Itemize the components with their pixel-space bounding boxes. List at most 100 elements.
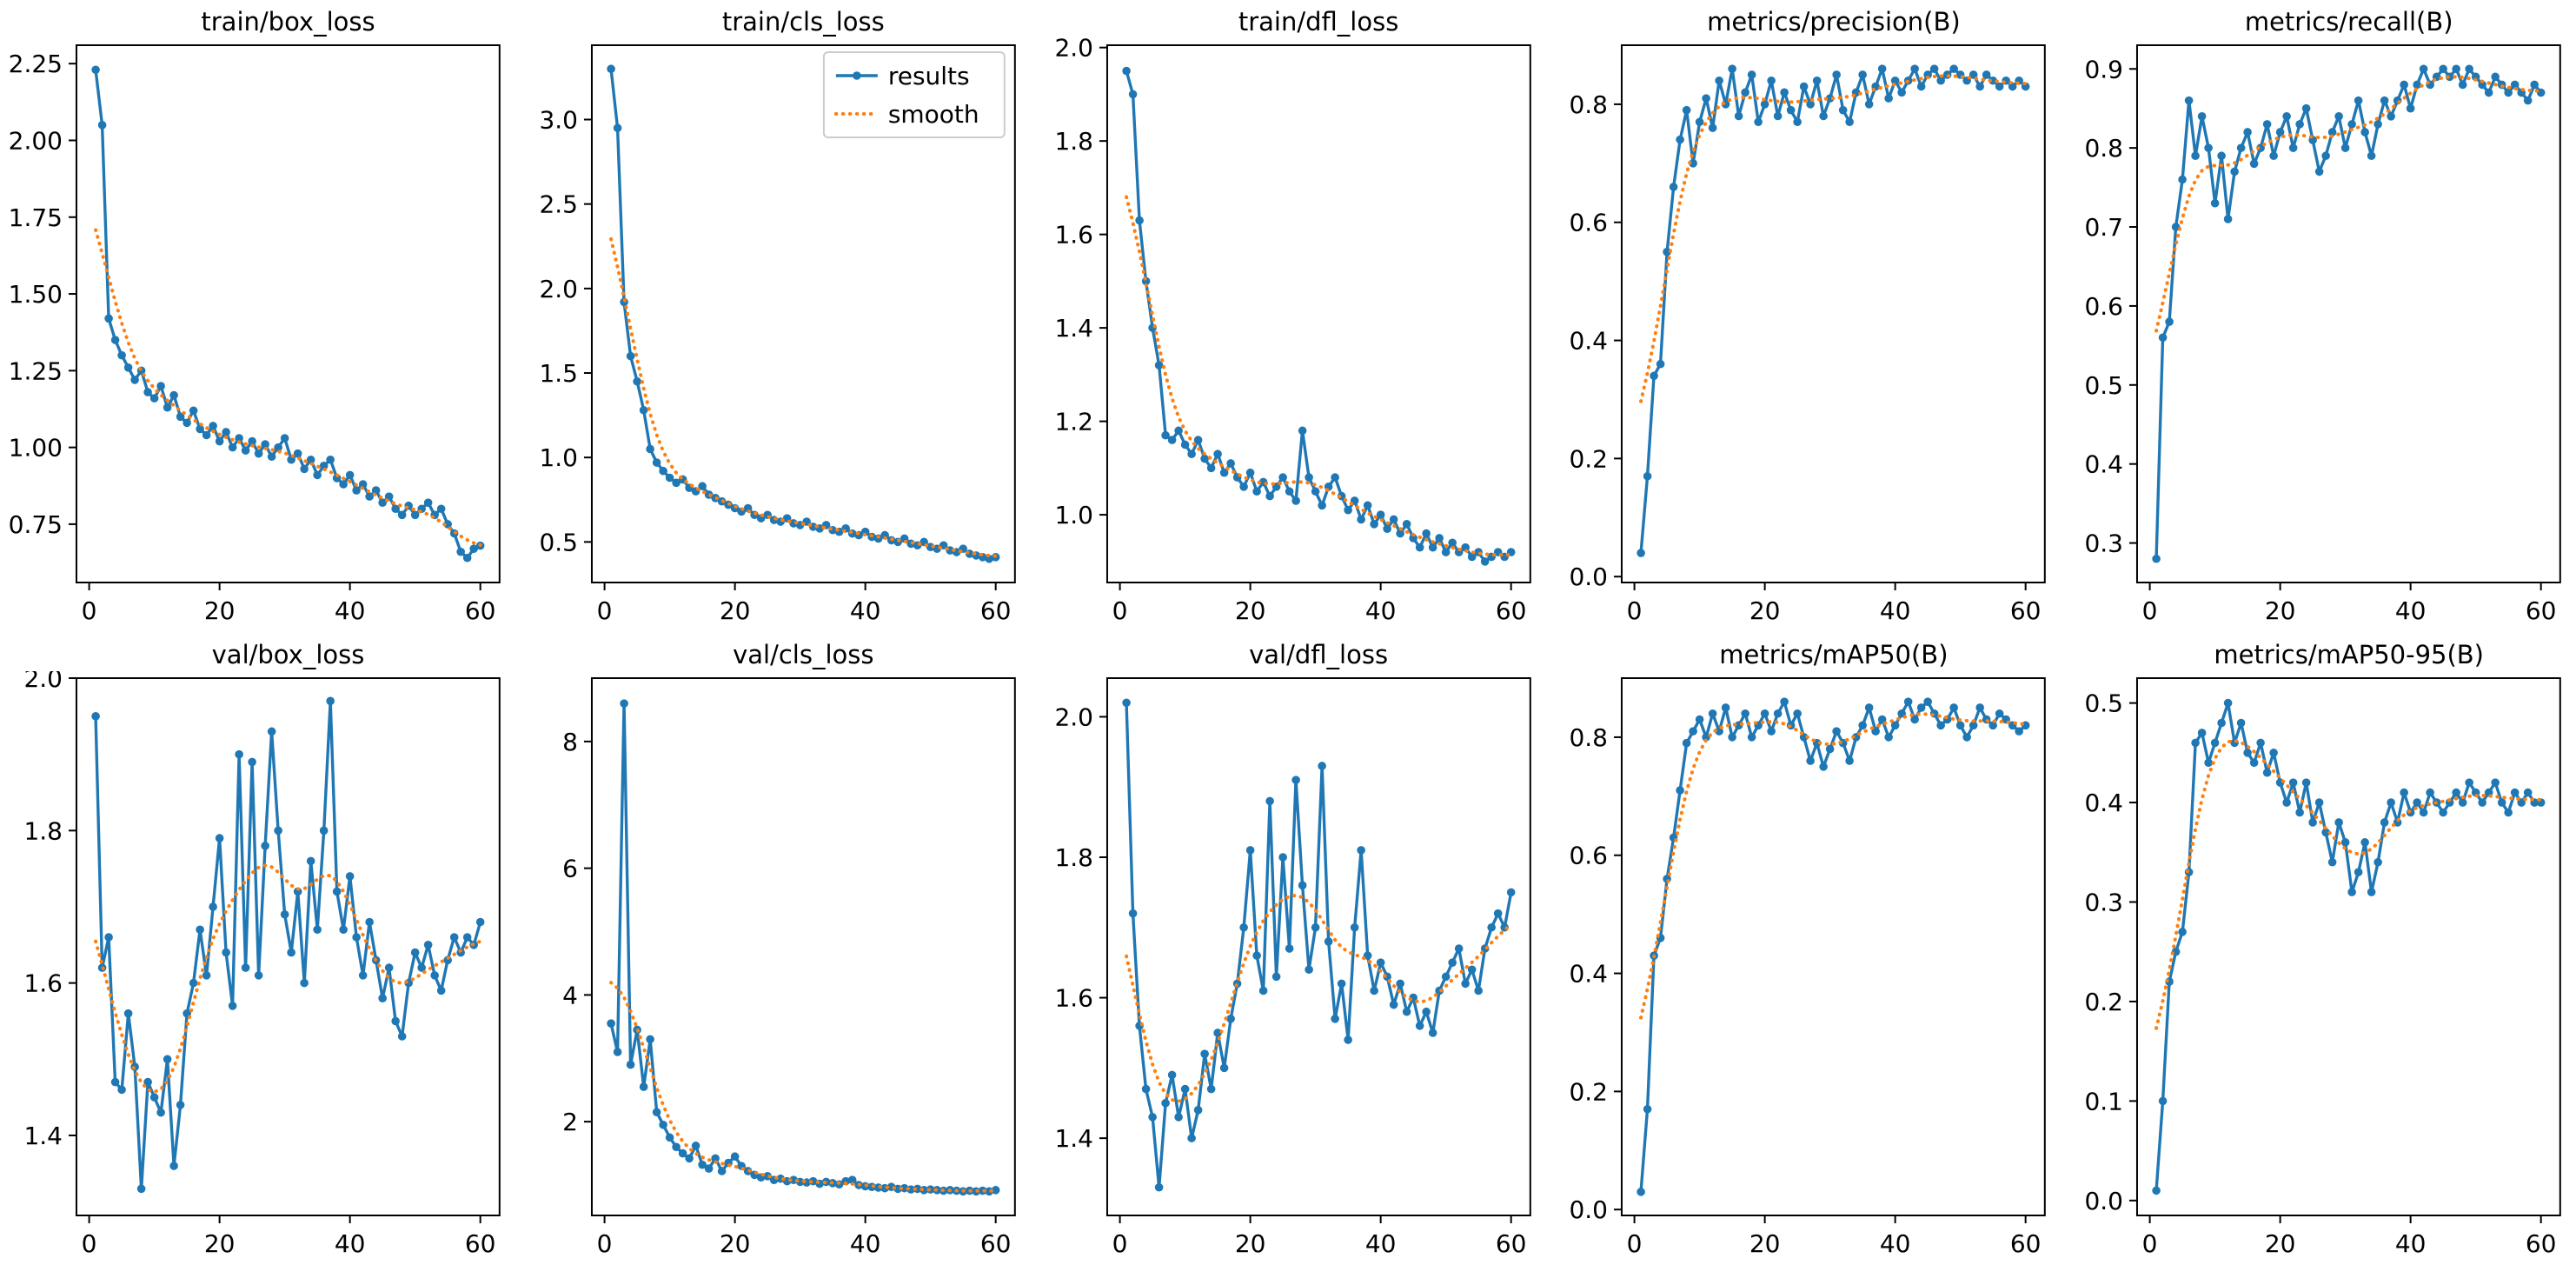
x-tick-label: 40 bbox=[1364, 596, 1396, 625]
results-marker bbox=[652, 458, 661, 467]
results-marker bbox=[1748, 70, 1756, 79]
results-marker bbox=[2413, 797, 2422, 807]
results-marker bbox=[1676, 785, 1685, 795]
results-marker bbox=[371, 486, 381, 495]
results-marker bbox=[2263, 120, 2272, 129]
results-marker bbox=[91, 711, 100, 721]
results-marker bbox=[2393, 96, 2402, 105]
results-marker bbox=[345, 871, 355, 881]
y-tick-label: 0.9 bbox=[2085, 55, 2124, 83]
results-marker bbox=[1154, 1182, 1163, 1191]
results-marker bbox=[183, 418, 191, 428]
results-marker bbox=[1389, 1000, 1398, 1009]
results-marker bbox=[261, 841, 269, 850]
results-marker bbox=[1722, 702, 1730, 712]
results-marker bbox=[1317, 501, 1326, 510]
results-marker bbox=[639, 405, 648, 415]
results-marker bbox=[1343, 1035, 1352, 1044]
results-marker bbox=[1304, 473, 1313, 482]
results-marker bbox=[326, 696, 335, 705]
legend-results-marker bbox=[852, 71, 861, 80]
results-marker bbox=[2341, 837, 2350, 847]
y-tick-label: 1.4 bbox=[23, 1121, 63, 1149]
results-marker bbox=[319, 462, 329, 470]
results-marker bbox=[123, 363, 133, 372]
results-marker bbox=[319, 826, 329, 835]
results-marker bbox=[2367, 887, 2376, 896]
results-marker bbox=[2250, 159, 2259, 169]
results-marker bbox=[2243, 748, 2253, 757]
results-marker bbox=[2295, 120, 2305, 129]
results-marker bbox=[228, 1001, 237, 1010]
results-marker bbox=[1369, 986, 1378, 995]
y-tick-label: 2.0 bbox=[23, 671, 63, 693]
results-marker bbox=[776, 1174, 785, 1183]
results-marker bbox=[1219, 1063, 1229, 1072]
y-tick-label: 8 bbox=[562, 727, 578, 756]
results-marker bbox=[235, 749, 243, 758]
smooth-line bbox=[1639, 711, 2028, 1020]
results-marker bbox=[300, 464, 309, 474]
results-marker bbox=[462, 932, 472, 942]
results-marker bbox=[893, 1184, 902, 1193]
results-marker bbox=[659, 466, 667, 476]
results-marker bbox=[2478, 797, 2487, 807]
subplot-metrics-precision: metrics/precision(B) 0.0 0.2 0.4 0.6 0.8 0 20 4… bbox=[1545, 0, 2061, 633]
y-tick-label: 1.8 bbox=[1054, 842, 1093, 871]
results-marker bbox=[1376, 510, 1385, 519]
results-marker bbox=[1988, 721, 1998, 729]
results-marker bbox=[2328, 857, 2337, 867]
results-marker bbox=[163, 403, 172, 412]
x-tick-label: 20 bbox=[204, 1228, 236, 1257]
x-tick-label: 60 bbox=[2010, 596, 2042, 625]
results-marker bbox=[1643, 471, 1652, 481]
results-marker bbox=[2347, 887, 2357, 896]
results-marker bbox=[1819, 111, 1829, 121]
results-marker bbox=[1884, 94, 1894, 103]
y-tick-label: 0.6 bbox=[2085, 292, 2124, 321]
results-marker bbox=[665, 473, 674, 483]
y-tick-label: 1.4 bbox=[1054, 1124, 1093, 1153]
results-line bbox=[94, 699, 482, 1190]
results-marker bbox=[2165, 317, 2174, 326]
results-marker bbox=[2420, 808, 2428, 816]
results-marker bbox=[1160, 430, 1170, 440]
results-marker bbox=[365, 917, 374, 926]
results-marker bbox=[1395, 529, 1404, 538]
results-marker bbox=[241, 962, 250, 972]
results-marker bbox=[2400, 80, 2409, 90]
plot-train-box-loss: 0.75 1.00 1.25 1.50 1.75 2.00 2.25 0 20 40 60 bbox=[9, 44, 501, 625]
results-marker bbox=[1447, 957, 1457, 967]
results-marker bbox=[1480, 557, 1490, 566]
chart-title: train/box_loss bbox=[201, 7, 375, 37]
results-marker bbox=[169, 390, 178, 400]
results-marker bbox=[1258, 986, 1268, 995]
results-marker bbox=[1806, 756, 1816, 765]
x-tick-label: 40 bbox=[335, 596, 366, 625]
results-marker bbox=[1923, 696, 1933, 706]
results-marker bbox=[1186, 1133, 1196, 1142]
results-marker bbox=[215, 436, 224, 446]
y-tick-label: 2.00 bbox=[9, 126, 63, 155]
results-marker bbox=[665, 1133, 674, 1142]
results-marker bbox=[1709, 123, 1717, 132]
results-marker bbox=[2230, 167, 2240, 176]
results-marker bbox=[209, 422, 217, 430]
results-marker bbox=[1858, 721, 1868, 729]
results-marker bbox=[1206, 463, 1216, 473]
results-marker bbox=[639, 1082, 648, 1091]
results-marker bbox=[397, 1031, 407, 1041]
results-marker bbox=[1793, 117, 1803, 127]
results-marker bbox=[1441, 548, 1451, 556]
results-marker bbox=[1291, 775, 1300, 784]
results-marker bbox=[1193, 1105, 1203, 1115]
results-marker bbox=[1728, 732, 1737, 742]
results-marker bbox=[1865, 702, 1874, 712]
x-tick-label: 40 bbox=[1880, 596, 1911, 625]
results-marker bbox=[423, 940, 433, 949]
smooth-line bbox=[2154, 75, 2543, 333]
results-marker bbox=[652, 1107, 661, 1116]
results-marker bbox=[2465, 777, 2474, 787]
subplot-val-cls-loss: val/cls_loss 2 4 6 8 0 20 40 60 bbox=[515, 633, 1031, 1265]
results-marker bbox=[1180, 440, 1190, 449]
